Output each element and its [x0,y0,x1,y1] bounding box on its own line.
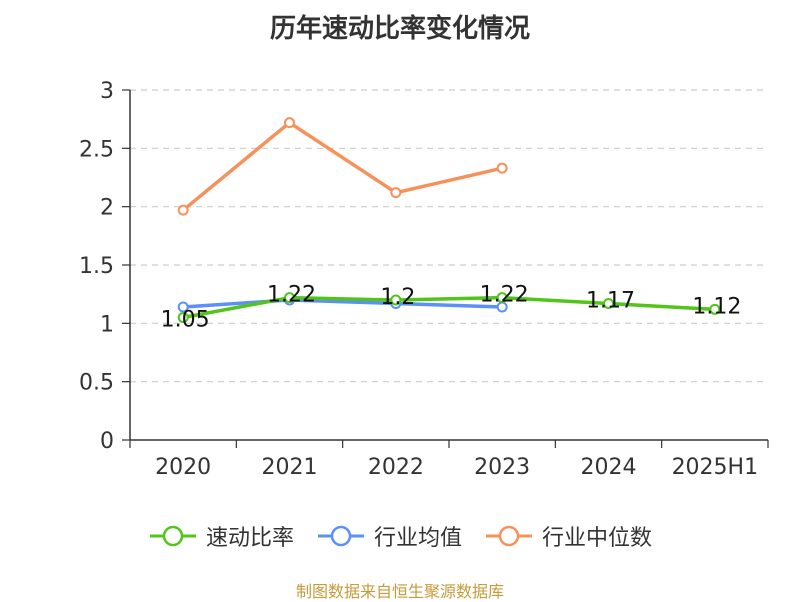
data-point [603,298,614,309]
chart-legend: 速动比率 行业均值 行业中位数 [0,520,800,552]
y-tick-label: 1 [100,312,114,337]
data-point [177,204,189,216]
data-point [496,162,508,174]
y-tick-label: 2.5 [79,137,114,162]
data-point [496,292,508,304]
x-tick-label: 2021 [262,455,318,480]
legend-label: 速动比率 [205,526,294,551]
legend-line-circle-icon [486,525,532,547]
x-tick-label: 2025H1 [672,455,759,480]
legend-label: 行业均值 [373,526,462,551]
legend-item-industry-median[interactable]: 行业中位数 [484,520,652,552]
x-tick-label: 2024 [581,455,637,480]
legend-line-circle-icon [149,525,196,547]
x-tick-label: 2022 [368,455,424,480]
data-point [177,312,189,323]
data-label: 1.12 [692,294,741,319]
legend-item-industry-mean[interactable]: 行业均值 [316,520,462,552]
legend-label: 行业中位数 [542,526,653,551]
data-point [390,294,402,306]
data-label: 1.22 [267,283,316,308]
data-label: 1.17 [586,289,635,314]
data-point [709,303,721,315]
data-point [177,301,189,313]
y-tick-label: 0 [100,429,114,454]
chart-title: 历年速动比率变化情况 [269,14,530,44]
data-point [390,187,402,199]
data-point [284,292,295,304]
y-tick-label: 1.5 [79,254,114,279]
x-tick-label: 2020 [155,455,211,480]
y-tick-label: 3 [100,79,114,104]
legend-item-quick-ratio[interactable]: 速动比率 [148,520,294,552]
data-label: 1.22 [480,283,529,308]
series-line [182,295,715,320]
y-tick-label: 2 [100,196,114,221]
y-tick-label: 0.5 [79,371,114,396]
series-line [183,298,503,309]
x-tick-label: 2023 [474,455,530,480]
data-label: 1.2 [380,285,415,310]
data-point [284,117,295,129]
legend-line-circle-icon [317,525,364,547]
source-note: 制图数据来自恒生聚源数据库 [295,582,504,601]
series-line [182,120,503,212]
data-label: 1.05 [161,308,210,333]
